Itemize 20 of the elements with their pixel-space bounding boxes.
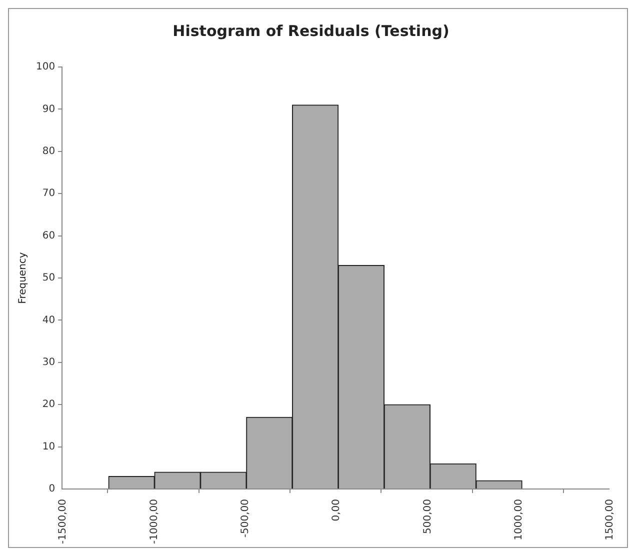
x-tick-label: 1500,00 xyxy=(604,499,616,540)
y-tick-label: 70 xyxy=(42,188,56,200)
x-tick-label: 1000,00 xyxy=(513,499,524,540)
x-tick-label: -1000,00 xyxy=(148,499,160,544)
y-tick-label: 30 xyxy=(42,356,56,368)
y-tick-label: 90 xyxy=(42,104,56,115)
x-tick-label: -1500,00 xyxy=(58,499,69,544)
x-tick-label: 500,00 xyxy=(422,499,434,534)
y-tick-label: 60 xyxy=(42,230,56,242)
y-tick-label: 80 xyxy=(42,146,56,157)
y-tick-label: 10 xyxy=(42,441,56,452)
y-tick-label: 40 xyxy=(42,314,56,326)
x-tick-label: 0,00 xyxy=(331,499,342,522)
y-tick-label: 20 xyxy=(42,399,56,410)
chart-title: Histogram of Residuals (Testing) xyxy=(172,22,450,40)
y-tick-label: 50 xyxy=(42,272,56,284)
y-tick-label: 100 xyxy=(36,62,56,73)
y-tick-label: 0 xyxy=(48,484,56,495)
y-axis-title: Frequency xyxy=(18,252,29,304)
x-tick-label: -500,00 xyxy=(240,499,251,538)
